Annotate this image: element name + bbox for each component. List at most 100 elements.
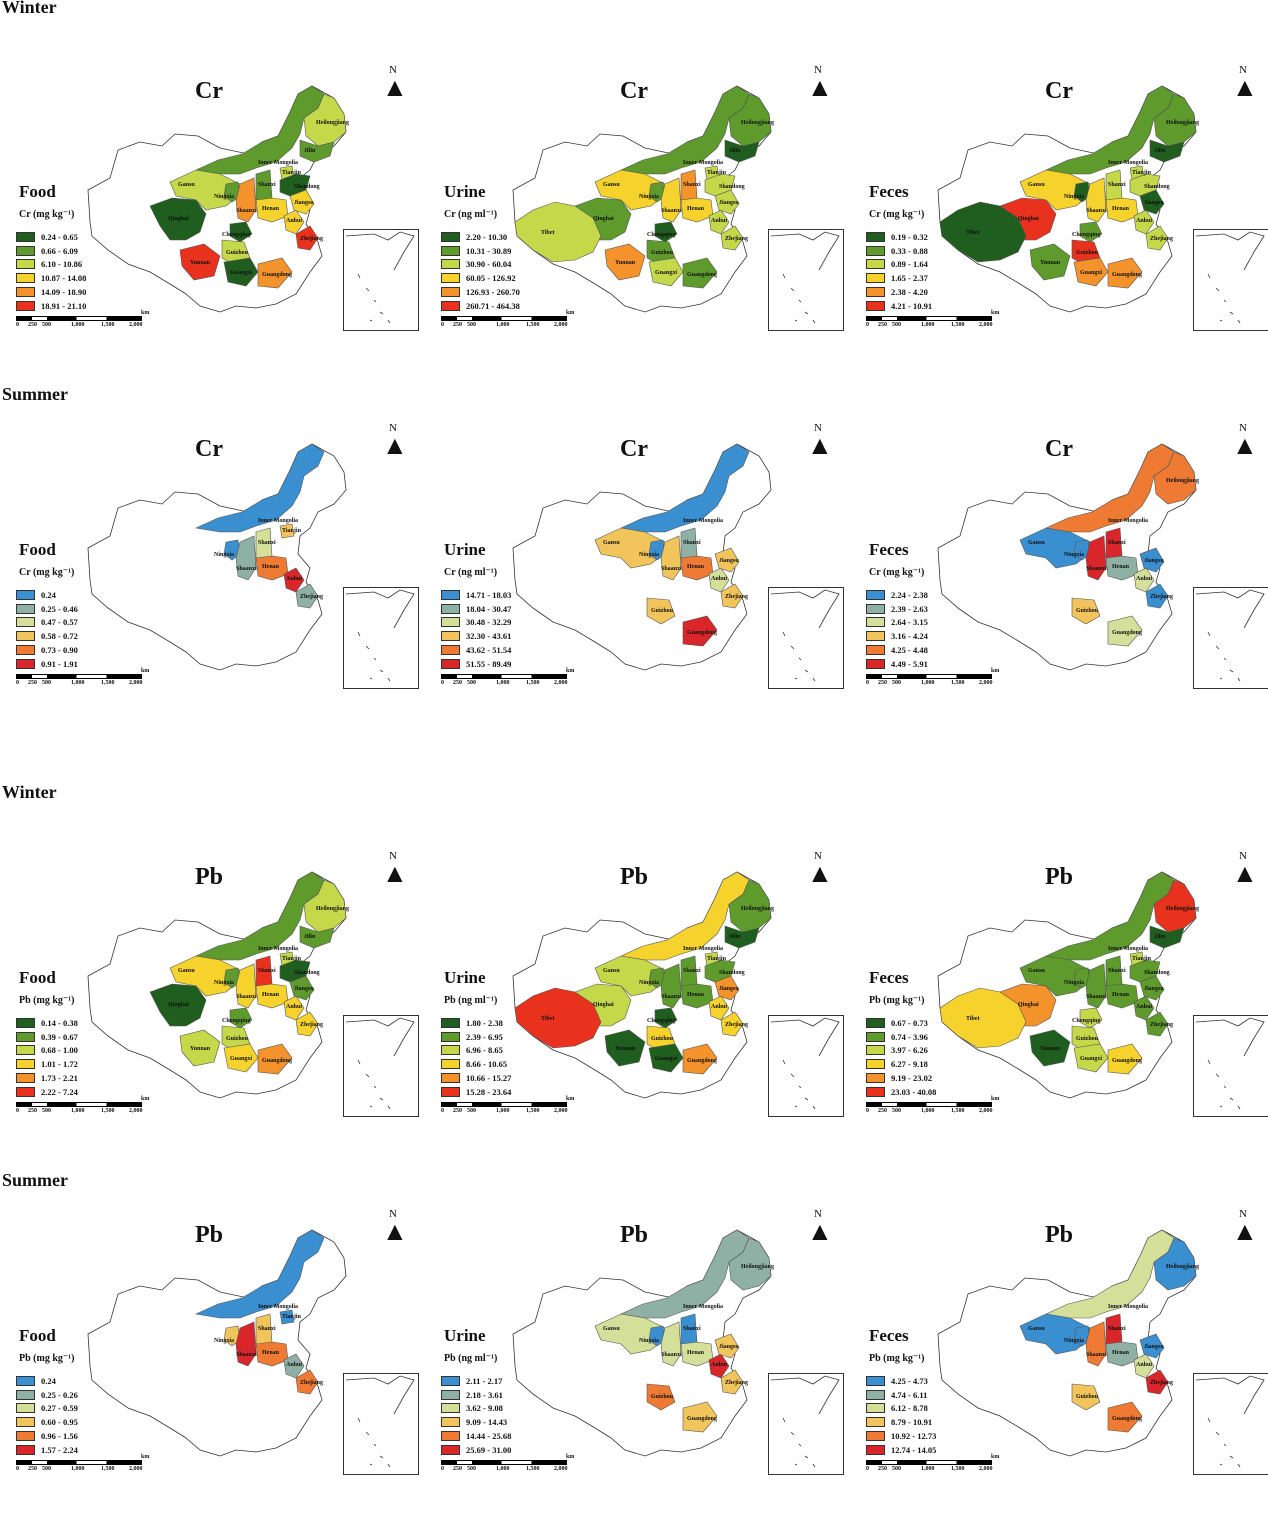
- scale-unit-label: km: [991, 668, 1000, 674]
- legend-range-label: 0.74 - 3.96: [891, 1031, 928, 1042]
- legend-range-label: 0.91 - 1.91: [41, 658, 78, 669]
- legend-range-label: 32.30 - 43.61: [466, 631, 512, 642]
- legend-item: 14.71 - 18.03: [441, 588, 511, 602]
- scale-tick-label: 1,000: [71, 322, 85, 328]
- province-gansu: [1019, 955, 1091, 997]
- legend-range-label: 4.74 - 6.11: [891, 1389, 928, 1400]
- province-label-guangdong: Guangdong: [262, 272, 292, 278]
- province-label-zhejiang: Zhejiang: [300, 1022, 323, 1028]
- legend-swatch: [866, 589, 885, 600]
- china-choropleth-map: Heilongjiang Inner Mongolia Gansu Qinghai Ti…: [512, 85, 774, 313]
- province-gansu: [1019, 169, 1091, 211]
- legend-item: 1.65 - 2.37: [866, 271, 932, 285]
- legend-swatch: [16, 231, 35, 242]
- legend-item: 0.74 - 3.96: [866, 1030, 936, 1044]
- legend-swatch: [866, 617, 885, 628]
- province-label-shanxi: Shanxi: [1108, 1326, 1126, 1332]
- legend-range-label: 3.62 - 9.08: [466, 1403, 503, 1414]
- scale-unit-label: km: [566, 310, 575, 316]
- legend-swatch: [16, 658, 35, 669]
- province-shaanxi: [660, 963, 682, 1009]
- province-tibet: [514, 201, 602, 263]
- province-label-heilongjiang: Heilongjiang: [1166, 478, 1199, 484]
- element-title: Pb: [1045, 1222, 1074, 1248]
- legend-swatch: [441, 1017, 460, 1028]
- province-label-anhui: Anhui: [286, 1362, 302, 1368]
- legend-swatch: [866, 287, 885, 298]
- legend-swatch: [16, 617, 35, 628]
- legend-unit-label: Pb (mg kg⁻¹): [869, 995, 925, 1006]
- province-innermongolia: [194, 1229, 325, 1319]
- sample-category-label: Feces: [869, 540, 909, 559]
- province-chongqing: [654, 221, 678, 243]
- province-label-heilongjiang: Heilongjiang: [1166, 1264, 1199, 1270]
- legend-range-label: 6.10 - 10.86: [41, 259, 83, 270]
- province-label-guangdong: Guangdong: [687, 630, 717, 636]
- province-anhui: [708, 209, 730, 235]
- scale-bar-graphic: [866, 316, 992, 321]
- province-label-shanxi: Shanxi: [1108, 182, 1126, 188]
- legend-item: 9.09 - 14.43: [441, 1415, 511, 1429]
- province-label-jiangsu: Jiangsu: [1144, 558, 1164, 564]
- scale-bar: 0 250 500 1,000 1,500 2,000 km: [16, 668, 149, 694]
- province-label-tianjin: Tianjin: [707, 170, 727, 176]
- legend-range-label: 0.68 - 1.00: [41, 1045, 78, 1056]
- legend-range-label: 2.38 - 4.20: [891, 287, 928, 298]
- scale-bar-graphic: [441, 674, 567, 679]
- legend: 2.11 - 2.17 2.18 - 3.61 3.62 - 9.08 9.09 - …: [441, 1374, 511, 1457]
- province-jilin: [299, 139, 335, 163]
- legend-item: 3.97 - 6.26: [866, 1044, 936, 1058]
- province-gansu: [169, 169, 241, 211]
- legend-swatch: [16, 300, 35, 311]
- legend-item: 6.27 - 9.18: [866, 1057, 936, 1071]
- province-label-shaanxi: Shaanxi: [236, 208, 257, 214]
- scale-tick-label: 1,500: [526, 680, 540, 686]
- province-label-innermongolia: Inner Mongolia: [683, 1304, 723, 1310]
- legend-swatch: [866, 658, 885, 669]
- legend-swatch: [16, 1417, 35, 1428]
- province-label-anhui: Anhui: [286, 218, 302, 224]
- province-label-chongqing: Chongqing: [647, 232, 675, 238]
- legend-range-label: 3.97 - 6.26: [891, 1045, 928, 1056]
- legend-swatch: [441, 589, 460, 600]
- province-chongqing: [229, 221, 253, 243]
- legend-range-label: 0.73 - 0.90: [41, 645, 78, 656]
- province-anhui: [1133, 567, 1155, 593]
- province-label-heilongjiang: Heilongjiang: [1166, 120, 1199, 126]
- province-label-heilongjiang: Heilongjiang: [741, 906, 774, 912]
- north-arrow-icon: N ▲: [1232, 1208, 1258, 1246]
- province-label-innermongolia: Inner Mongolia: [258, 946, 298, 952]
- scale-tick-label: 2,000: [979, 1108, 993, 1114]
- scale-tick-label: 1,000: [921, 680, 935, 686]
- legend-range-label: 260.71 - 464.38: [466, 300, 520, 311]
- legend-range-label: 3.16 - 4.24: [891, 631, 928, 642]
- province-zhejiang: [295, 583, 319, 609]
- scale-tick-label: 1,000: [921, 1466, 935, 1472]
- legend-swatch: [866, 645, 885, 656]
- scale-tick-label: 1,000: [921, 322, 935, 328]
- scale-bar: 0 250 500 1,000 1,500 2,000 km: [866, 1096, 999, 1122]
- legend-swatch: [441, 1031, 460, 1042]
- province-label-ningxia: Ningxia: [1064, 1338, 1084, 1344]
- legend-range-label: 6.96 - 8.65: [466, 1045, 503, 1056]
- province-label-innermongolia: Inner Mongolia: [1108, 946, 1148, 952]
- legend-item: 2.39 - 6.95: [441, 1030, 511, 1044]
- legend-range-label: 0.47 - 0.57: [41, 617, 78, 628]
- province-label-guizhou: Guizhou: [226, 1036, 249, 1042]
- legend-item: 4.49 - 5.91: [866, 657, 928, 671]
- legend-swatch: [16, 1403, 35, 1414]
- province-label-guangxi: Guangxi: [1080, 1056, 1102, 1062]
- legend: 14.71 - 18.03 18.04 - 30.47 30.48 - 32.29 3…: [441, 588, 511, 671]
- province-zhejiang: [295, 225, 319, 251]
- scale-tick-label: 1,500: [101, 322, 115, 328]
- south-china-sea-inset: [343, 1373, 419, 1475]
- province-guizhou: [1071, 1383, 1101, 1411]
- legend-swatch: [441, 603, 460, 614]
- map-panel-cr-food: Inner Mongolia Ningxia Shaanxi Shanxi Henan T…: [0, 408, 420, 738]
- scale-tick-label: 0: [441, 1108, 444, 1114]
- legend-item: 0.60 - 0.95: [16, 1415, 78, 1429]
- province-jiangsu: [714, 1333, 740, 1359]
- province-guangxi: [223, 257, 259, 287]
- scale-unit-label: km: [566, 1454, 575, 1460]
- scale-tick-label: 250: [453, 1466, 462, 1472]
